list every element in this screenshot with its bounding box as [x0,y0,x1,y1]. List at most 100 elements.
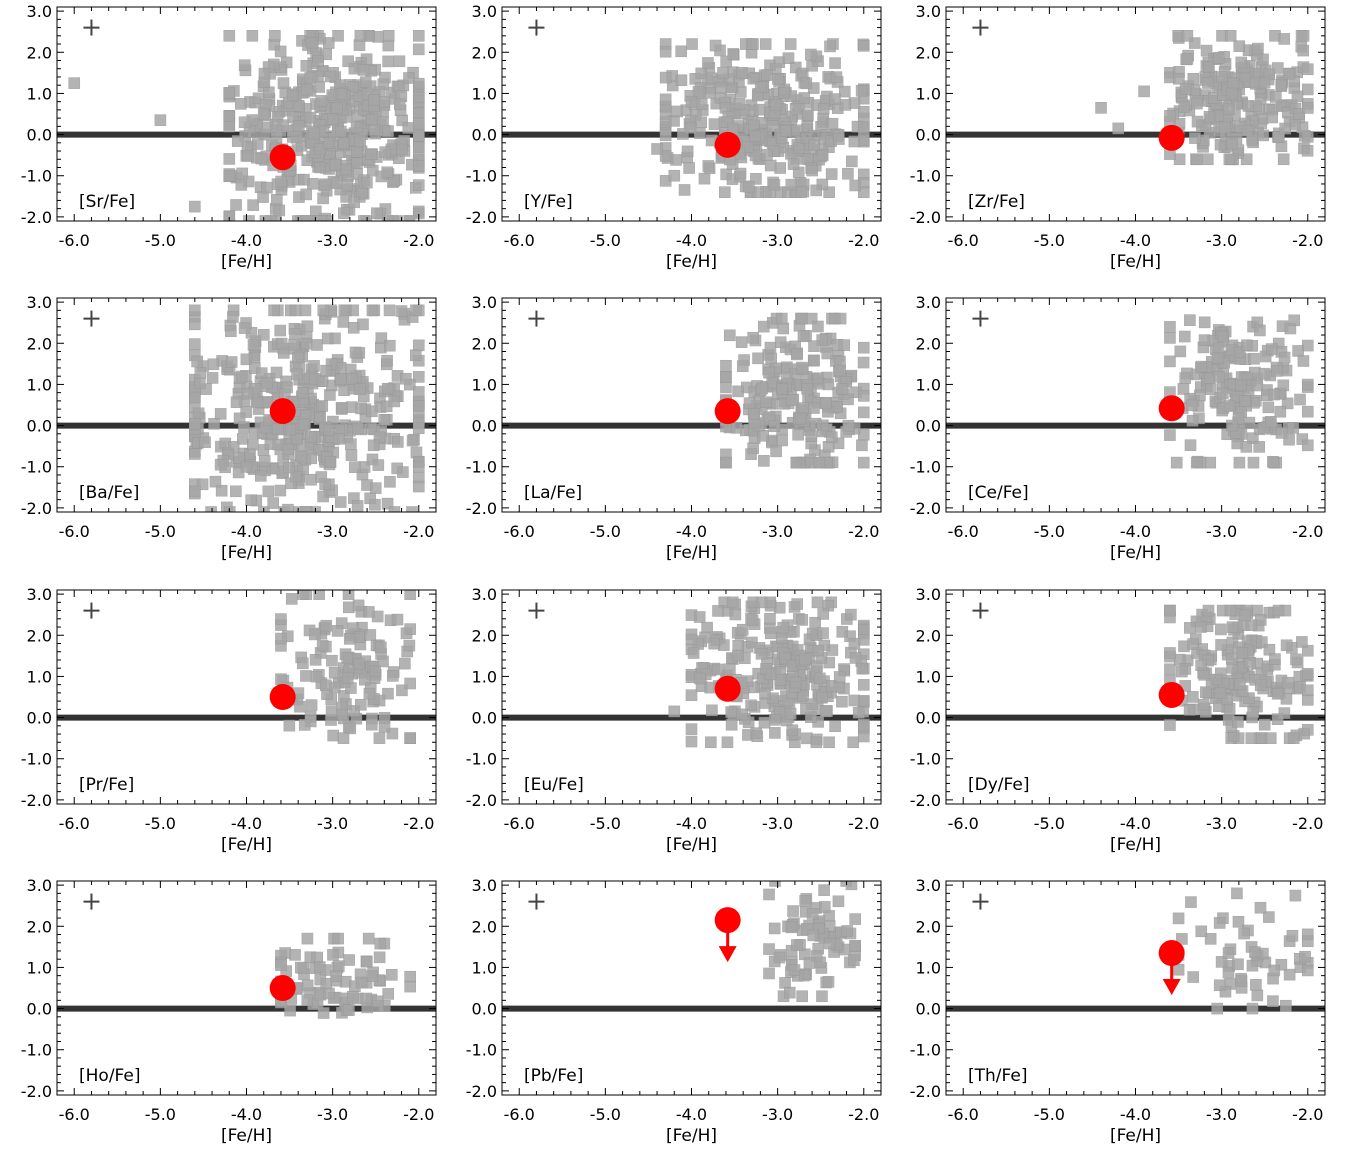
comparison-star [317,490,329,503]
comparison-star [315,215,327,221]
comparison-star [857,406,870,419]
comparison-star [1226,419,1238,432]
comparison-star [289,949,301,961]
comparison-star [193,377,206,389]
comparison-star [687,647,700,659]
comparison-star [812,372,824,385]
comparison-star [659,45,672,58]
comparison-star [1212,342,1225,354]
comparison-star [257,108,270,120]
comparison-star [712,663,724,676]
comparison-star [1239,609,1252,622]
comparison-star [784,38,797,50]
comparison-star [1211,352,1224,364]
y-tick-label: 3.0 [27,876,52,895]
comparison-star [1296,636,1308,648]
comparison-star [801,382,813,395]
comparison-star [1195,360,1208,373]
comparison-star [848,694,861,707]
comparison-star [1174,345,1187,358]
comparison-star [412,129,425,142]
x-tick-label: -4.0 [1120,1105,1151,1124]
comparison-star [275,959,287,971]
comparison-star [1222,947,1235,959]
comparison-star [368,124,381,136]
comparison-star [1200,44,1213,57]
comparison-star [270,124,283,137]
comparison-star [834,364,846,377]
x-tick-label: -2.0 [848,814,879,833]
comparison-star [230,396,243,409]
comparison-star [404,623,416,635]
comparison-star [243,215,255,221]
comparison-star [192,407,205,420]
plot-area [57,590,436,744]
comparison-star [332,960,345,972]
comparison-star [810,736,823,749]
comparison-star [791,598,804,610]
comparison-star [1245,619,1258,631]
comparison-star [189,391,201,404]
comparison-star [763,888,775,901]
element-ratio-label: [Ho/Fe] [79,1066,140,1086]
y-tick-label: 2.0 [27,334,52,353]
comparison-star [811,596,824,609]
comparison-star [364,629,377,641]
comparison-star [724,663,736,676]
comparison-star [336,708,348,721]
comparison-star [832,133,845,145]
y-tick-label: 2.0 [916,43,941,62]
comparison-star [1246,959,1259,972]
comparison-star [348,461,361,473]
comparison-star [1217,330,1229,343]
comparison-star [805,430,818,442]
comparison-star [403,72,415,84]
comparison-star [1266,111,1278,124]
comparison-star [377,655,389,668]
comparison-star [1282,676,1294,689]
x-tick-label: -5.0 [1034,231,1065,250]
comparison-star [849,179,862,192]
x-tick-label: -5.0 [145,231,176,250]
y-tick-label: 3.0 [27,2,52,21]
element-ratio-label: [Zr/Fe] [968,192,1025,212]
comparison-star [342,55,354,68]
comparison-star [359,673,371,686]
comparison-star [313,961,326,973]
comparison-star [683,162,695,174]
comparison-star [397,466,409,478]
comparison-star [343,954,355,966]
comparison-star [1234,346,1246,358]
comparison-star [322,137,335,149]
comparison-star [1234,678,1246,690]
x-tick-label: -6.0 [504,231,535,250]
comparison-star [705,736,717,749]
comparison-star [855,84,868,97]
comparison-star [341,179,354,191]
comparison-star [314,411,326,424]
comparison-star [267,497,279,509]
comparison-star [333,433,345,445]
comparison-star [1301,378,1314,391]
y-tick-label: 3.0 [27,585,52,604]
y-tick-label: -1.0 [466,1041,497,1060]
comparison-star [225,356,238,368]
comparison-star [1297,30,1310,42]
panel-frame [56,880,437,1096]
comparison-star [1232,716,1244,728]
y-tick-label: -1.0 [21,458,52,477]
comparison-star [331,625,344,637]
y-tick-label: 3.0 [27,293,52,312]
comparison-star [275,337,288,350]
comparison-star [720,55,732,68]
comparison-star [857,356,870,369]
comparison-star [327,949,339,961]
comparison-star [300,83,313,96]
comparison-star [857,679,870,691]
comparison-star [294,961,307,974]
comparison-star [747,407,760,420]
comparison-star [274,324,287,337]
x-tick-label: -3.0 [1206,522,1237,541]
comparison-star [409,349,422,362]
comparison-star [282,503,294,512]
